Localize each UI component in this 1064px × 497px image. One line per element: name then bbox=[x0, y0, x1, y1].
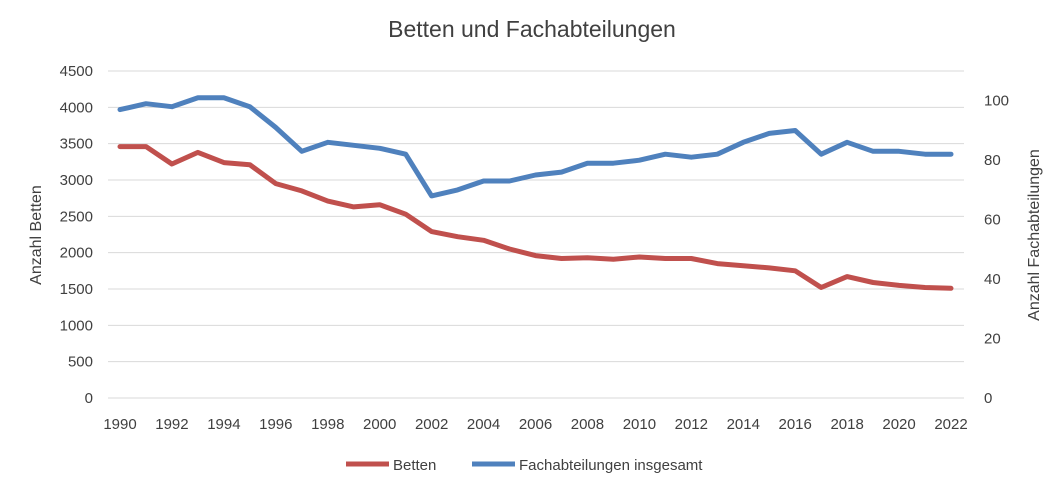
y-tick-label-right: 0 bbox=[984, 390, 992, 407]
y-tick-label-left: 4500 bbox=[60, 63, 93, 80]
x-tick-label: 2002 bbox=[415, 416, 448, 433]
x-tick-label: 2012 bbox=[675, 416, 708, 433]
gridlines bbox=[108, 70, 964, 399]
y-axis-right-title: Anzahl Fachabteilungen bbox=[1026, 149, 1043, 321]
y-tick-label-left: 3000 bbox=[60, 172, 93, 189]
y-tick-label-right: 100 bbox=[984, 93, 1009, 110]
y-tick-label-right: 40 bbox=[984, 271, 1001, 288]
legend-label-betten: Betten bbox=[393, 457, 436, 474]
x-tick-label: 2008 bbox=[571, 416, 604, 433]
legend-label-fachabteilungen: Fachabteilungen insgesamt bbox=[519, 457, 703, 474]
y-tick-label-left: 0 bbox=[85, 390, 93, 407]
series-line-betten bbox=[117, 144, 954, 291]
chart-title: Betten und Fachabteilungen bbox=[388, 16, 676, 42]
x-tick-label: 2006 bbox=[519, 416, 552, 433]
y-tick-label-right: 20 bbox=[984, 331, 1001, 348]
y-tick-label-left: 500 bbox=[68, 354, 93, 371]
x-tick-label: 2016 bbox=[779, 416, 812, 433]
y-tick-label-left: 4000 bbox=[60, 99, 93, 116]
x-tick-label: 1996 bbox=[259, 416, 292, 433]
x-tick-label: 1994 bbox=[207, 416, 240, 433]
y-axis-right: 0 20 40 60 80 100 bbox=[984, 93, 1009, 407]
x-tick-label: 2020 bbox=[882, 416, 915, 433]
y-axis-left-title: Anzahl Betten bbox=[28, 185, 45, 285]
x-tick-label: 2014 bbox=[727, 416, 760, 433]
series-line-fachabteilungen bbox=[117, 95, 954, 199]
x-tick-label: 2004 bbox=[467, 416, 500, 433]
x-tick-label: 2018 bbox=[830, 416, 863, 433]
x-tick-label: 2022 bbox=[934, 416, 967, 433]
x-tick-label: 2010 bbox=[623, 416, 656, 433]
x-tick-label: 1990 bbox=[103, 416, 136, 433]
y-tick-label-left: 2500 bbox=[60, 208, 93, 225]
series-layer bbox=[117, 95, 954, 291]
y-tick-label-left: 1000 bbox=[60, 317, 93, 334]
legend: Betten Fachabteilungen insgesamt bbox=[346, 457, 703, 474]
x-tick-label: 2000 bbox=[363, 416, 396, 433]
x-tick-label: 1998 bbox=[311, 416, 344, 433]
x-tick-label: 1992 bbox=[155, 416, 188, 433]
y-tick-label-right: 80 bbox=[984, 152, 1001, 169]
y-axis-left: 0 500 1000 1500 2000 2500 3000 3500 4000 4500 bbox=[60, 63, 93, 407]
y-tick-label-left: 3500 bbox=[60, 136, 93, 153]
x-axis: 1990 1992 1994 1996 1998 2000 2002 2004 2006 2008… bbox=[103, 416, 967, 433]
y-tick-label-right: 60 bbox=[984, 212, 1001, 229]
y-tick-label-left: 1500 bbox=[60, 281, 93, 298]
y-tick-label-left: 2000 bbox=[60, 245, 93, 262]
